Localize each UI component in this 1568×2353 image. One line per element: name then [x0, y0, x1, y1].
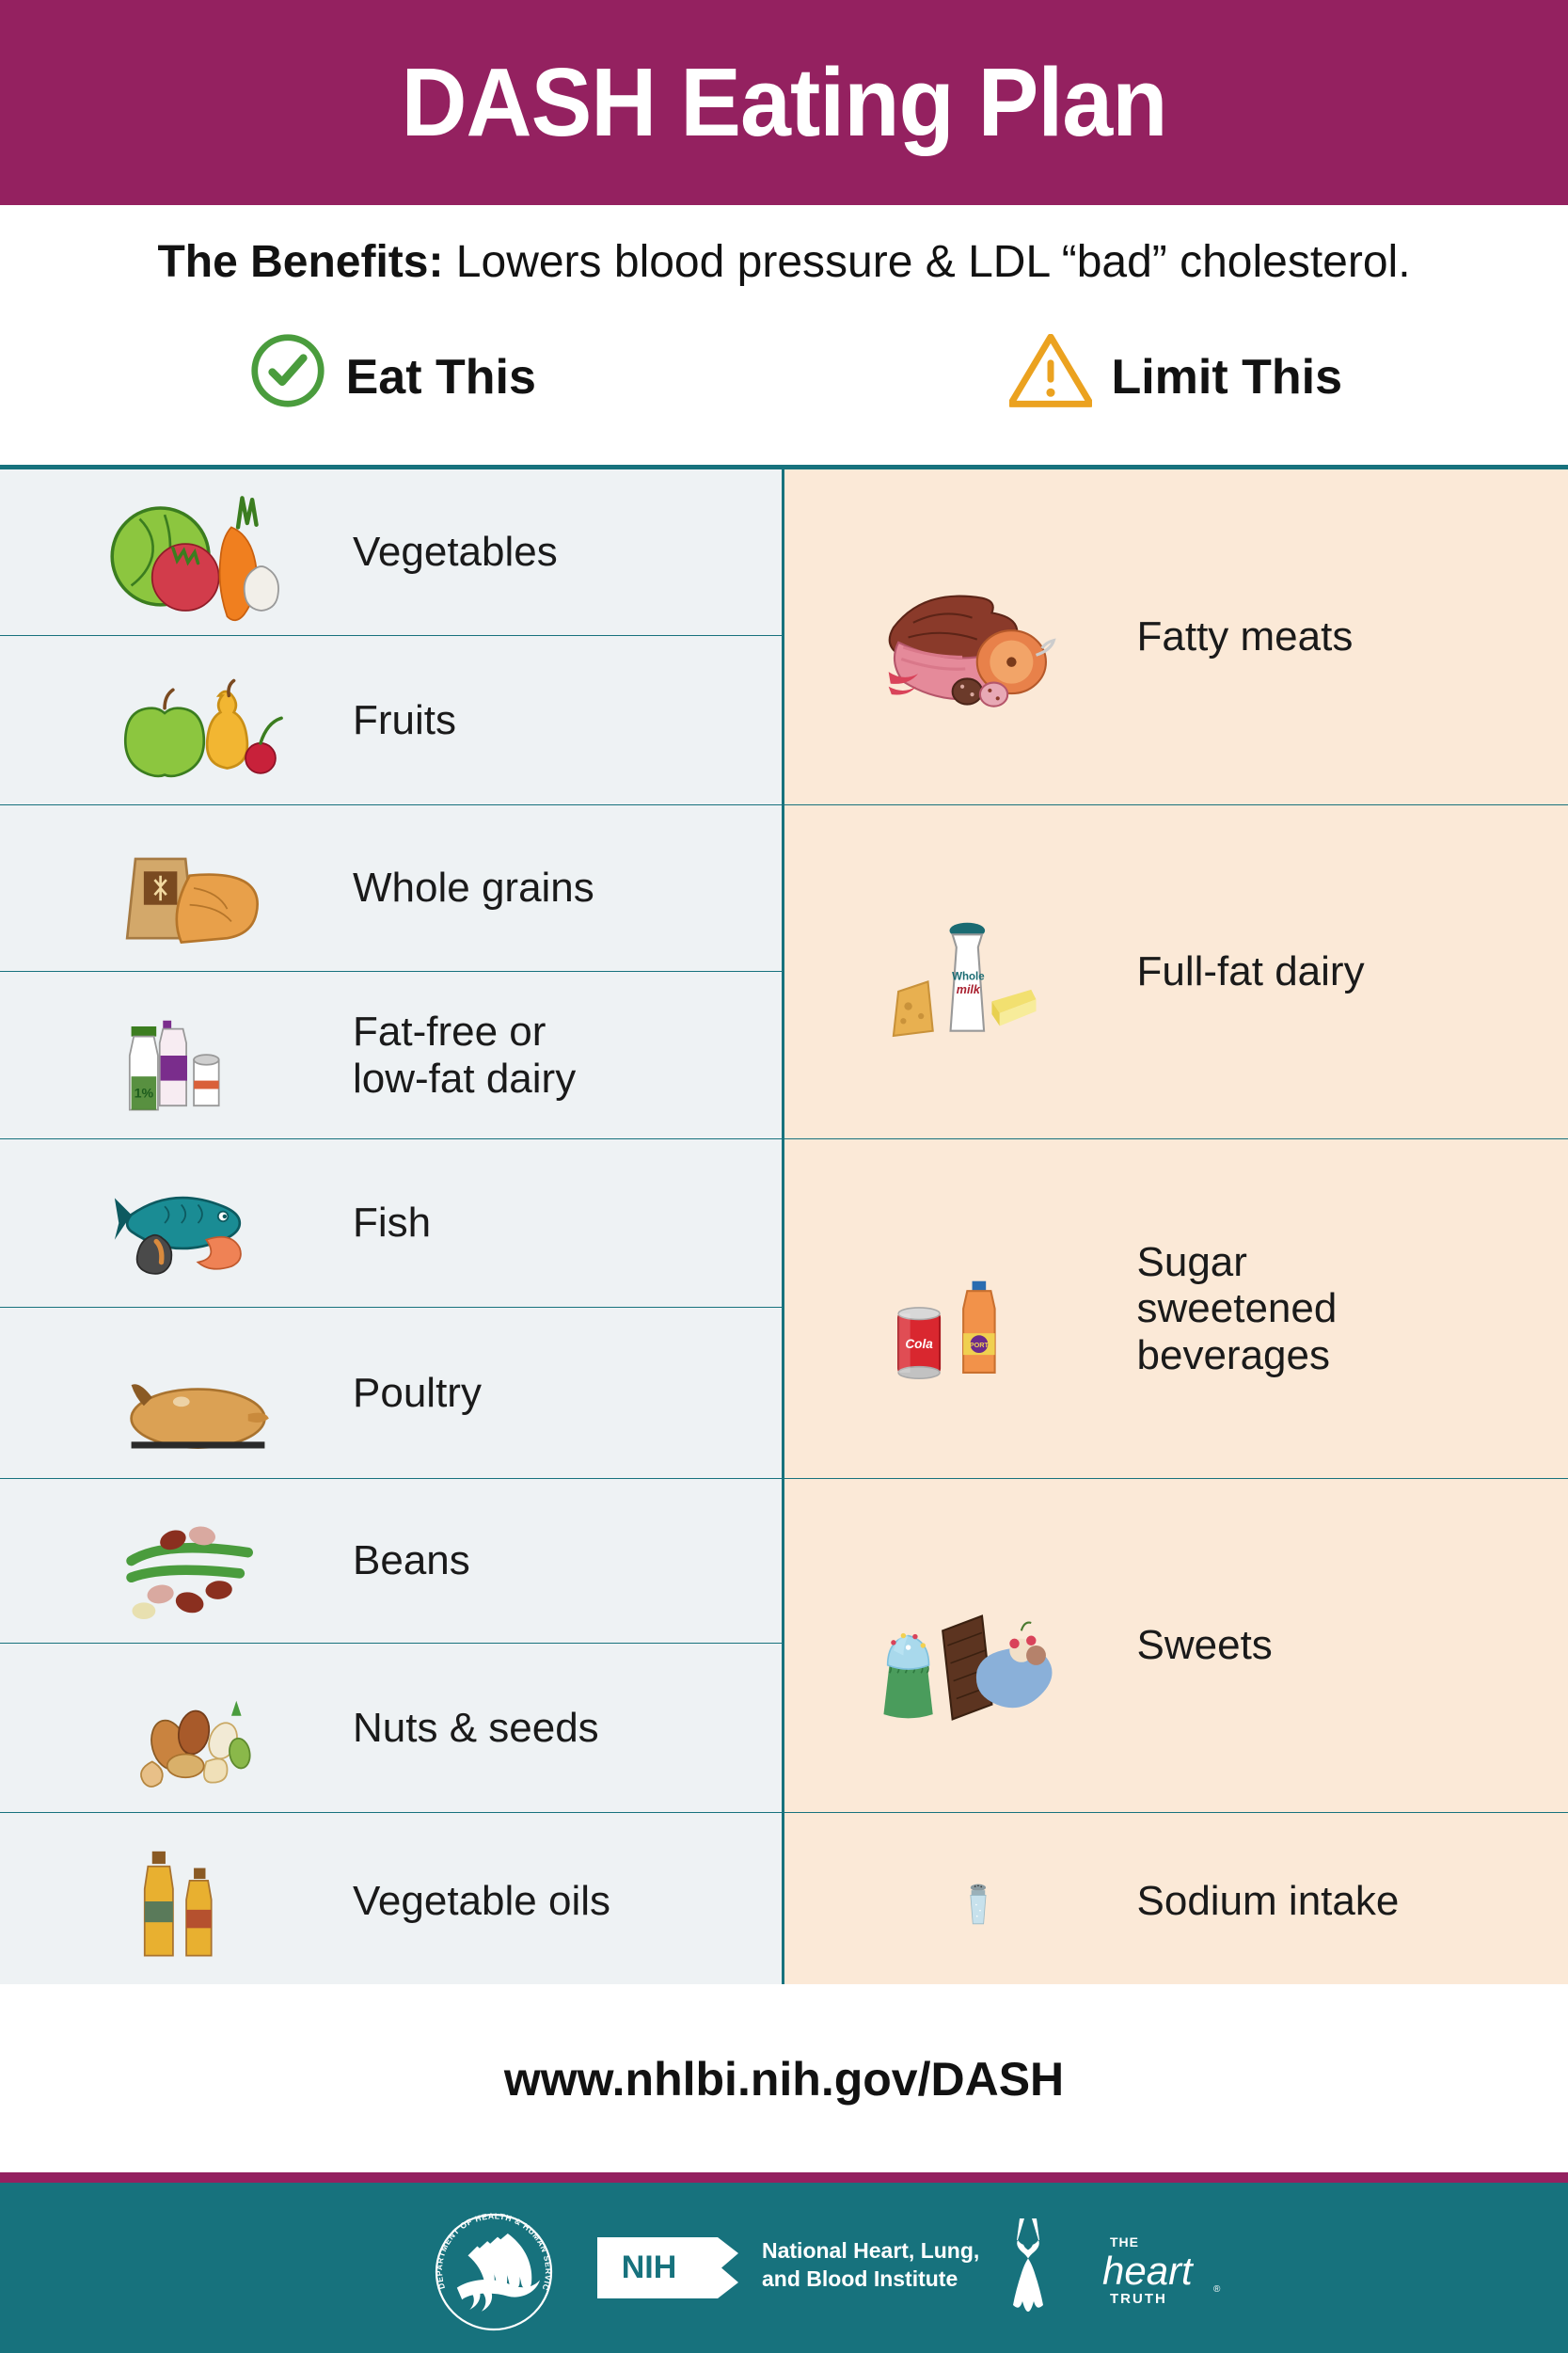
svg-text:heart: heart: [1102, 2249, 1195, 2293]
svg-text:TRUTH: TRUTH: [1110, 2291, 1167, 2307]
svg-text:THE: THE: [1110, 2234, 1139, 2250]
svg-text:National Heart, Lung,: National Heart, Lung,: [762, 2238, 979, 2263]
svg-text:®: ®: [1213, 2284, 1221, 2295]
svg-text:Whole: Whole: [952, 971, 985, 982]
svg-text:SPORTS: SPORTS: [964, 1341, 992, 1349]
svg-text:milk: milk: [956, 983, 980, 996]
svg-text:Cola: Cola: [905, 1337, 933, 1351]
svg-text:NIH: NIH: [622, 2250, 677, 2285]
svg-text:1%: 1%: [134, 1086, 153, 1101]
svg-text:and Blood Institute: and Blood Institute: [762, 2266, 958, 2291]
